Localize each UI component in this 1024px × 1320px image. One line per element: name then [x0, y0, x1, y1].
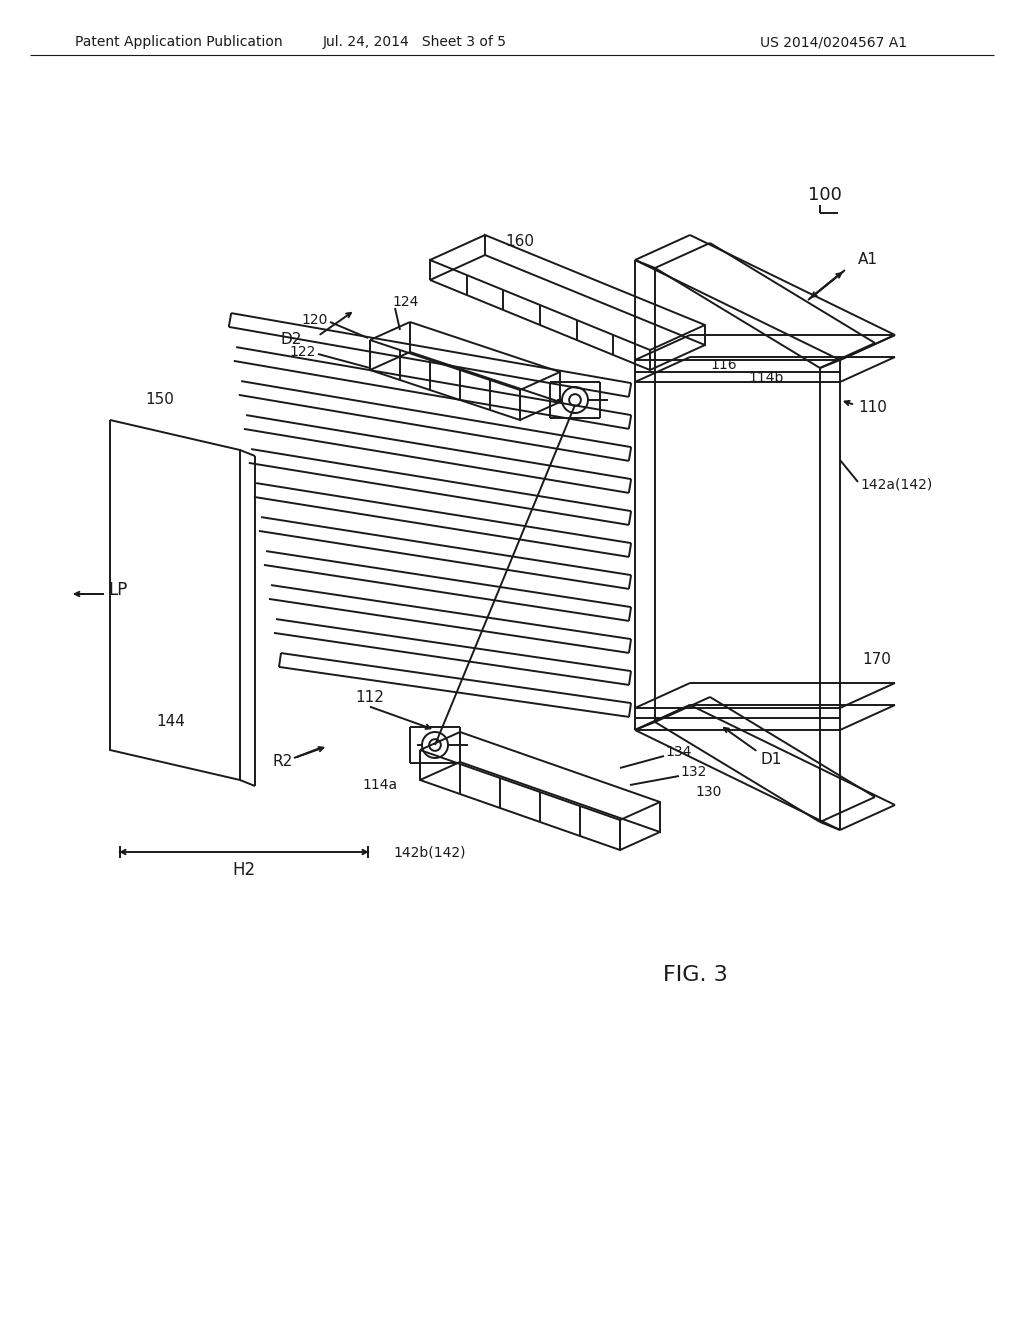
Text: R2: R2 [272, 755, 293, 770]
Text: 130: 130 [695, 785, 721, 799]
Text: 132: 132 [680, 766, 707, 779]
Text: US 2014/0204567 A1: US 2014/0204567 A1 [760, 36, 907, 49]
Text: 170: 170 [862, 652, 891, 668]
Text: Jul. 24, 2014   Sheet 3 of 5: Jul. 24, 2014 Sheet 3 of 5 [323, 36, 507, 49]
Text: 116: 116 [710, 358, 736, 372]
Text: D2: D2 [281, 333, 302, 347]
Text: FIG. 3: FIG. 3 [663, 965, 727, 985]
Text: 100: 100 [808, 186, 842, 205]
Text: 150: 150 [145, 392, 174, 408]
Text: 114b: 114b [748, 371, 783, 385]
Text: 142b(142): 142b(142) [394, 845, 466, 859]
Text: A1: A1 [858, 252, 878, 268]
Text: 124: 124 [392, 294, 419, 309]
Text: 142a(142): 142a(142) [860, 478, 932, 492]
Text: 144: 144 [156, 714, 185, 730]
Text: H2: H2 [232, 861, 256, 879]
Text: 160: 160 [506, 235, 535, 249]
Text: LP: LP [108, 581, 127, 599]
Text: Patent Application Publication: Patent Application Publication [75, 36, 283, 49]
Text: 112: 112 [355, 690, 384, 705]
Text: 120: 120 [302, 313, 328, 327]
Text: 134: 134 [665, 744, 691, 759]
Text: D1: D1 [760, 752, 781, 767]
Text: 122: 122 [290, 345, 316, 359]
Text: 110: 110 [858, 400, 887, 416]
Text: 114a: 114a [362, 777, 397, 792]
